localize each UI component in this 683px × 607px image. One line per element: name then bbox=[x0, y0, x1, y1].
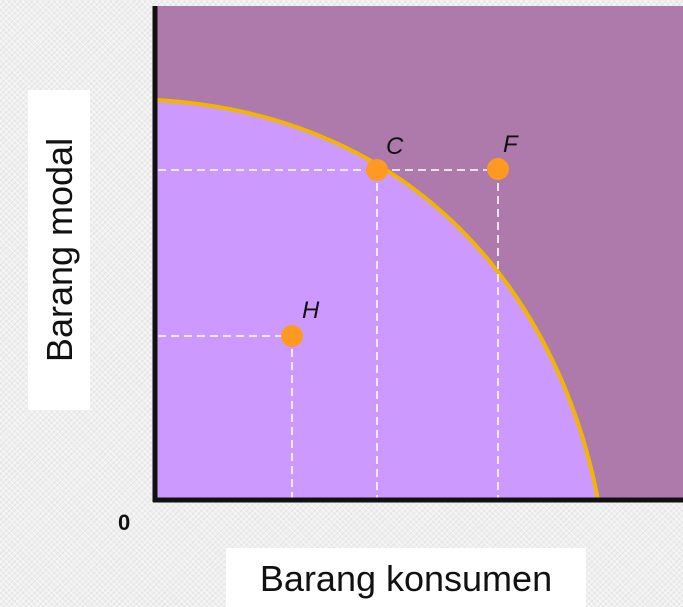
frontier-curve bbox=[155, 98, 600, 501]
point-f-label: F bbox=[503, 131, 519, 158]
point-h-label: H bbox=[302, 297, 320, 324]
origin-label: 0 bbox=[118, 510, 130, 535]
point-c-label: C bbox=[386, 133, 404, 160]
y-axis-label-backdrop bbox=[28, 90, 90, 410]
x-axis-label-backdrop bbox=[226, 548, 586, 607]
point-f bbox=[487, 158, 509, 180]
guide-lines bbox=[158, 169, 499, 498]
point-h bbox=[281, 325, 303, 347]
y-axis-label: Barang modal bbox=[39, 138, 80, 362]
point-c bbox=[366, 159, 388, 181]
x-axis-label: Barang konsumen bbox=[260, 558, 552, 599]
